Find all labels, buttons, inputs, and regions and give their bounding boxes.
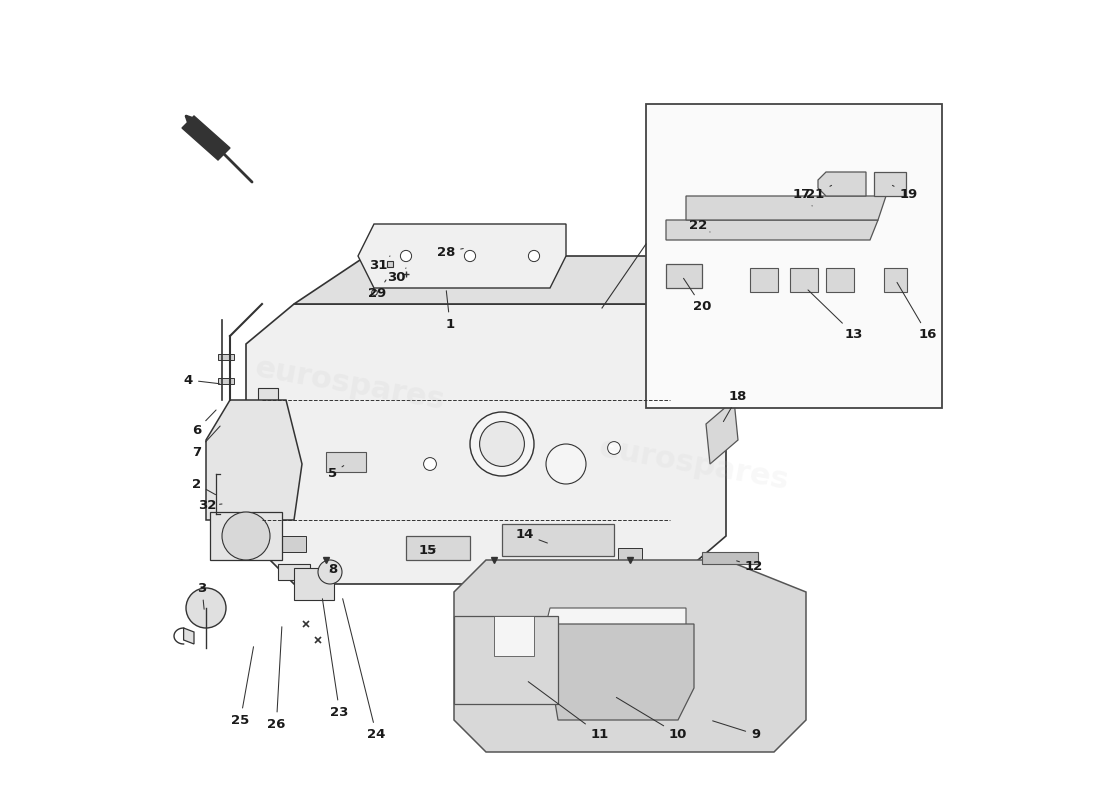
Circle shape	[546, 444, 586, 484]
Bar	[258, 388, 278, 416]
Text: 14: 14	[515, 528, 548, 543]
Text: 30: 30	[387, 268, 406, 284]
Text: 8: 8	[328, 563, 337, 576]
Polygon shape	[706, 400, 738, 464]
Text: eurospares: eurospares	[253, 353, 448, 415]
Circle shape	[400, 250, 411, 262]
Text: 16: 16	[896, 282, 937, 341]
Circle shape	[424, 458, 437, 470]
Text: 6: 6	[191, 410, 216, 437]
Text: 11: 11	[528, 682, 608, 741]
Text: 28: 28	[437, 246, 463, 258]
Polygon shape	[874, 172, 906, 196]
Circle shape	[464, 250, 475, 262]
Text: 23: 23	[322, 598, 349, 718]
Text: 31: 31	[368, 256, 390, 272]
Text: 5: 5	[328, 466, 343, 480]
Bar	[750, 268, 778, 292]
Bar	[218, 354, 234, 360]
Text: 19: 19	[892, 186, 917, 201]
Polygon shape	[494, 616, 534, 656]
Circle shape	[222, 512, 270, 560]
Polygon shape	[666, 220, 878, 240]
Polygon shape	[502, 524, 614, 556]
Text: 29: 29	[368, 280, 386, 300]
Text: 24: 24	[343, 598, 386, 741]
Text: 13: 13	[808, 290, 864, 341]
Polygon shape	[358, 224, 566, 288]
Text: 15: 15	[418, 544, 437, 557]
Polygon shape	[666, 264, 702, 288]
Polygon shape	[454, 616, 558, 704]
Polygon shape	[246, 304, 726, 584]
Polygon shape	[670, 256, 742, 336]
Bar	[258, 432, 286, 496]
Text: 3: 3	[197, 582, 207, 610]
Bar	[618, 548, 642, 564]
Bar	[646, 104, 942, 408]
Circle shape	[186, 588, 225, 628]
Bar	[210, 512, 282, 560]
Polygon shape	[818, 172, 866, 196]
Text: 32: 32	[198, 499, 222, 512]
Bar	[826, 268, 854, 292]
Text: 20: 20	[683, 278, 712, 313]
Bar	[278, 564, 310, 580]
Text: 2: 2	[191, 478, 216, 494]
Circle shape	[480, 422, 525, 466]
Polygon shape	[182, 116, 230, 160]
Text: 4: 4	[184, 374, 219, 386]
Text: 1: 1	[446, 290, 454, 330]
Text: 7: 7	[191, 426, 220, 458]
Text: 18: 18	[724, 390, 747, 422]
Text: 12: 12	[737, 560, 763, 573]
Circle shape	[470, 412, 534, 476]
Text: 17: 17	[793, 188, 812, 206]
Bar	[218, 378, 234, 384]
Polygon shape	[184, 628, 194, 644]
Polygon shape	[686, 196, 886, 220]
Text: eurospares: eurospares	[596, 433, 791, 495]
Text: 26: 26	[267, 626, 286, 730]
Text: 9: 9	[713, 721, 760, 741]
Polygon shape	[550, 624, 694, 720]
Bar	[326, 452, 366, 472]
Polygon shape	[294, 256, 742, 304]
Text: 21: 21	[806, 186, 832, 201]
Polygon shape	[702, 552, 758, 564]
Text: 25: 25	[231, 646, 253, 726]
Text: 10: 10	[616, 698, 688, 741]
Polygon shape	[206, 400, 302, 520]
Bar	[790, 268, 818, 292]
Circle shape	[607, 442, 620, 454]
Polygon shape	[542, 608, 686, 704]
Bar	[282, 536, 306, 552]
Bar	[294, 568, 334, 600]
Bar	[884, 268, 906, 292]
Polygon shape	[454, 560, 806, 752]
Circle shape	[318, 560, 342, 584]
Polygon shape	[406, 536, 470, 560]
Circle shape	[528, 250, 540, 262]
Text: 22: 22	[689, 219, 710, 232]
